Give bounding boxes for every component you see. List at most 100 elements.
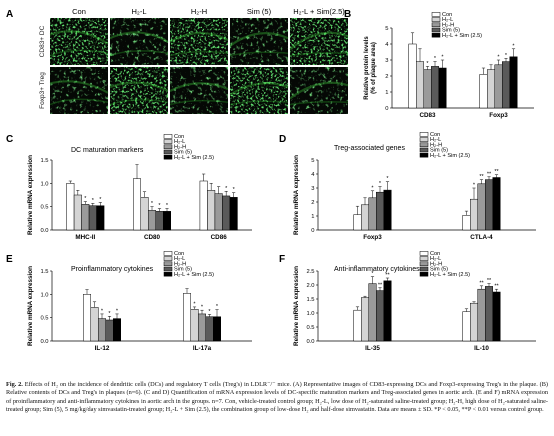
significance-mark: *: [92, 198, 95, 204]
x-tick-label: IL-12: [95, 345, 110, 352]
bar: [155, 211, 164, 231]
significance-mark: *: [116, 308, 119, 314]
legend-label: Sim (5): [174, 267, 192, 273]
legend-swatch: [419, 147, 429, 153]
y-tick-label: 1.5: [40, 158, 48, 164]
bar: [438, 67, 447, 109]
panel-label: E: [6, 254, 13, 265]
panel-label: D: [279, 134, 286, 145]
y-tick-label: 0.5: [306, 325, 314, 331]
image-column-label: H₂-L: [132, 7, 147, 16]
bar: [485, 179, 493, 231]
bar: [368, 283, 377, 342]
legend-label: H₂-H: [430, 142, 442, 148]
significance-mark: *: [497, 55, 500, 61]
legend-label: Sim (5): [442, 28, 460, 34]
bar: [199, 180, 208, 231]
y-tick-label: 0.5: [40, 316, 48, 322]
legend-label: H₂-L: [430, 256, 441, 262]
bar: [502, 61, 510, 109]
chart-panel-e: E Proinflammatory cytokines 0.0 0.5 1.0 1.5 Re…: [6, 251, 252, 352]
bar: [462, 311, 471, 342]
bar: [214, 193, 223, 231]
bar: [408, 43, 417, 109]
significance-mark: **: [479, 280, 484, 286]
y-tick-label: 4: [385, 42, 389, 48]
legend-label: H₂-H: [442, 22, 454, 28]
significance-mark: *: [151, 201, 154, 207]
micrograph-image: [169, 67, 229, 114]
significance-mark: *: [84, 196, 87, 202]
image-column-label: Con: [72, 7, 86, 16]
y-tick-label: 2: [385, 74, 388, 80]
legend-swatch: [431, 22, 441, 28]
legend-label: Con: [430, 251, 440, 257]
y-axis-label: Relative mRNA expression: [293, 266, 300, 346]
x-tick-label: IL-35: [365, 345, 380, 352]
y-tick-label: 3: [311, 186, 314, 192]
legend-swatch: [419, 142, 429, 148]
panel-label: C: [6, 134, 13, 145]
legend-label: Sim (5): [430, 267, 448, 273]
y-tick-label: 2.0: [306, 283, 314, 289]
y-tick-label: 1.0: [306, 311, 314, 317]
y-axis-label: Relative mRNA expression: [293, 155, 300, 235]
bar: [376, 290, 384, 342]
bar: [470, 302, 478, 342]
y-tick-label: 0.0: [306, 339, 314, 345]
panel-a: A Con H₂-L H₂-H Sim (5) H₂-L + Sim(2.5) CD83…: [6, 7, 349, 114]
bar: [140, 197, 149, 231]
legend-label: Sim (5): [174, 150, 192, 156]
bar: [353, 214, 362, 231]
bar: [431, 66, 439, 109]
y-tick-label: 1.0: [40, 292, 48, 298]
bar: [190, 309, 199, 342]
bar: [492, 177, 501, 231]
legend-label: Sim (5): [430, 148, 448, 154]
significance-mark: **: [385, 273, 390, 279]
chart-panel-d: D Treg-associated genes 0 1 2 3 4 5 Relative mRN…: [279, 132, 536, 241]
legend-label: Con: [174, 251, 184, 257]
chart-title: Proinflammatory cytokines: [71, 266, 154, 273]
y-tick-label: 1.5: [40, 269, 48, 275]
figure-label: Fig. 2.: [6, 381, 23, 388]
legend-swatch: [431, 32, 441, 38]
bar: [494, 64, 503, 109]
bar: [73, 194, 82, 231]
significance-mark: **: [487, 278, 492, 284]
y-tick-label: 0: [311, 228, 314, 234]
legend-label: H₂-L + Sim (2.5): [430, 272, 470, 278]
bar: [376, 191, 384, 231]
y-tick-label: 1.0: [40, 181, 48, 187]
image-column-label: H₂-L + Sim(2.5): [293, 7, 345, 16]
x-tick-label: IL-17a: [193, 345, 212, 352]
legend-label: H₂-L + Sim (2.5): [442, 33, 482, 39]
y-tick-label: 3: [385, 58, 388, 64]
bar: [479, 74, 488, 109]
legend-label: H₂-L: [442, 17, 453, 23]
bar: [66, 183, 75, 231]
image-column-label: Sim (5): [247, 7, 272, 16]
bar: [509, 56, 518, 109]
bar: [477, 288, 486, 342]
micrograph-image: [229, 18, 289, 65]
bar: [470, 198, 478, 231]
micrograph-image: [49, 18, 109, 65]
micrograph-image: [49, 67, 109, 114]
bar: [383, 280, 392, 342]
significance-mark: *: [233, 187, 236, 193]
legend-swatch: [419, 266, 429, 272]
y-tick-label: 0.0: [40, 228, 48, 234]
bar: [487, 69, 495, 109]
y-tick-label: 1: [385, 90, 388, 96]
legend-swatch: [431, 12, 441, 17]
legend-swatch: [163, 261, 173, 267]
bar: [207, 190, 216, 231]
significance-mark: *: [166, 203, 169, 209]
